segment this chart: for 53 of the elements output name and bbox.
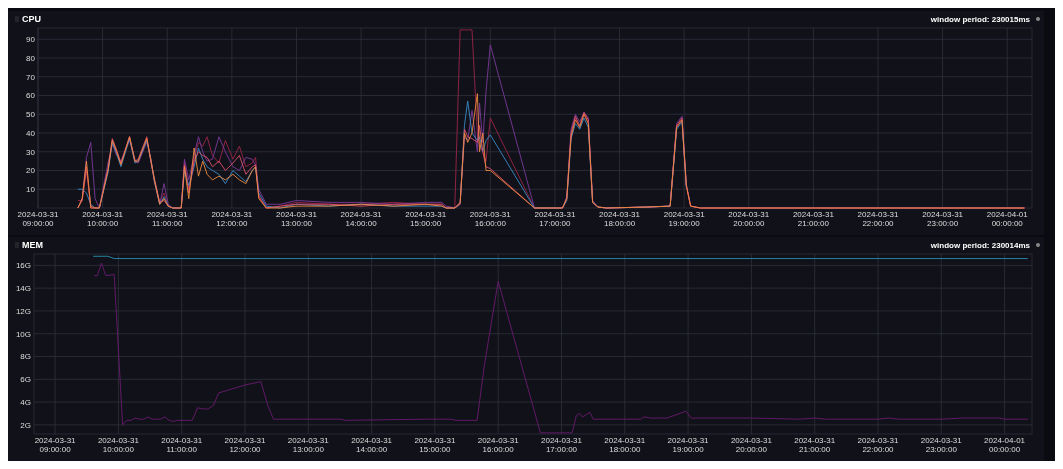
x-tick-label: 2024-03-31 21:00:00 (792, 210, 835, 228)
y-tick-label: 16G (15, 261, 31, 271)
y-tick-label: 8G (20, 352, 31, 362)
y-tick-label: 60 (26, 91, 36, 101)
x-tick-label: 2024-03-31 19:00:00 (667, 436, 710, 454)
y-tick-label: 10 (26, 185, 36, 195)
y-tick-label: 4G (20, 397, 31, 407)
x-tick-label: 2024-03-31 18:00:00 (599, 210, 641, 228)
x-tick-label: 2024-03-31 17:00:00 (541, 436, 583, 454)
x-tick-label: 2024-03-31 15:00:00 (405, 210, 447, 228)
x-tick-label: 2024-03-31 20:00:00 (730, 436, 773, 454)
x-tick-label: 2024-03-31 14:00:00 (351, 436, 393, 454)
y-tick-label: 80 (26, 53, 36, 63)
x-tick-label: 2024-03-31 13:00:00 (287, 436, 330, 454)
x-tick-label: 2024-03-31 23:00:00 (922, 210, 964, 228)
x-tick-label: 2024-03-31 11:00:00 (161, 436, 203, 454)
x-tick-label: 2024-03-31 12:00:00 (224, 436, 267, 454)
x-tick-label: 2024-03-31 14:00:00 (340, 210, 383, 228)
x-tick-label: 2024-03-31 23:00:00 (920, 436, 963, 454)
chart-title: MEM (22, 240, 43, 250)
x-tick-label: 2024-04-01 00:00:00 (984, 436, 1026, 454)
x-tick-label: 2024-03-31 16:00:00 (477, 436, 520, 454)
y-tick-label: 20 (26, 166, 36, 176)
x-tick-label: 2024-03-31 10:00:00 (82, 210, 124, 228)
y-tick-label: 6G (20, 375, 31, 385)
x-tick-label: 2024-03-31 12:00:00 (211, 210, 253, 228)
x-tick-label: 2024-03-31 10:00:00 (97, 436, 140, 454)
x-tick-label: 2024-03-31 21:00:00 (794, 436, 836, 454)
y-tick-label: 2G (20, 420, 31, 430)
x-tick-label: 2024-04-01 00:00:00 (986, 210, 1029, 228)
x-tick-label: 2024-03-31 13:00:00 (276, 210, 318, 228)
y-tick-label: 90 (26, 35, 36, 45)
y-tick-label: 14G (15, 283, 31, 293)
y-tick-label: 10G (15, 329, 31, 339)
x-tick-label: 2024-03-31 16:00:00 (469, 210, 512, 228)
x-tick-label: 2024-03-31 18:00:00 (604, 436, 646, 454)
x-tick-label: 2024-03-31 17:00:00 (534, 210, 576, 228)
y-tick-label: 70 (26, 72, 36, 82)
text: window period: 230014ms (929, 241, 1031, 250)
x-tick-label: 2024-03-31 09:00:00 (17, 210, 60, 228)
x-tick-label: 2024-03-31 22:00:00 (857, 436, 899, 454)
chart-title: CPU (22, 14, 42, 24)
x-tick-label: 2024-03-31 09:00:00 (34, 436, 77, 454)
x-tick-label: 2024-03-31 19:00:00 (663, 210, 706, 228)
y-tick-label: 50 (26, 110, 36, 120)
x-tick-label: 2024-03-31 22:00:00 (857, 210, 900, 228)
x-tick-label: 2024-03-31 15:00:00 (414, 436, 456, 454)
y-tick-label: 12G (15, 306, 31, 316)
y-tick-label: 40 (26, 128, 36, 138)
text: window period: 230015ms (929, 15, 1031, 24)
x-tick-label: 2024-03-31 20:00:00 (728, 210, 770, 228)
x-tick-label: 2024-03-31 11:00:00 (146, 210, 189, 228)
y-tick-label: 30 (26, 147, 36, 157)
